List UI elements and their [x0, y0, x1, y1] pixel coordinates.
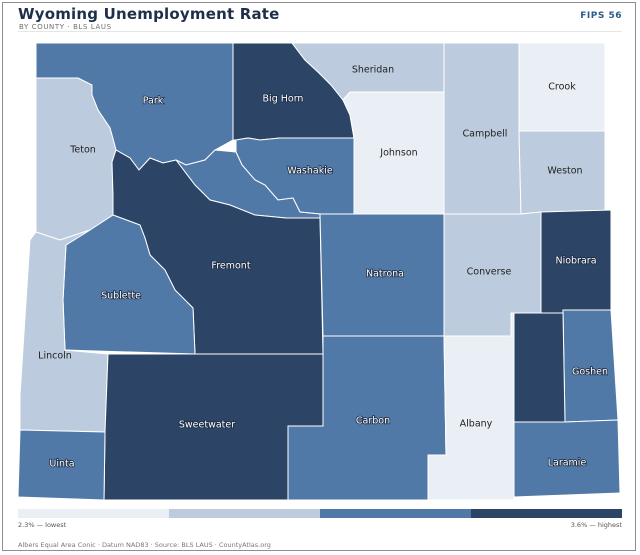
county-label-big-horn: Big Horn — [263, 94, 304, 105]
county-label-uinta: Uinta — [49, 459, 74, 470]
county-label-crook: Crook — [548, 82, 576, 93]
map-footer: Albers Equal Area Conic · Datum NAD83 · … — [18, 541, 271, 549]
county-label-campbell: Campbell — [463, 129, 508, 140]
color-legend — [18, 509, 622, 518]
fips-code: FIPS 56 — [580, 11, 622, 21]
county-label-goshen: Goshen — [572, 367, 608, 378]
county-label-weston: Weston — [547, 166, 582, 177]
county-label-fremont: Fremont — [211, 261, 250, 272]
county-label-niobrara: Niobrara — [555, 256, 596, 267]
county-label-carbon: Carbon — [356, 416, 390, 427]
county-label-natrona: Natrona — [366, 269, 404, 280]
header-divider — [18, 31, 622, 32]
county-label-lincoln: Lincoln — [38, 351, 72, 362]
county-label-converse: Converse — [467, 267, 512, 278]
legend-low-label: 2.3% — lowest — [18, 521, 67, 529]
legend-high-label: 3.6% — highest — [570, 521, 622, 529]
map-subtitle: BY COUNTY · BLS LAUS — [19, 23, 112, 31]
county-label-johnson: Johnson — [379, 148, 417, 159]
map-title: Wyoming Unemployment Rate — [18, 5, 280, 23]
county-label-laramie: Laramie — [548, 458, 587, 469]
county-label-sublette: Sublette — [101, 291, 141, 302]
county-lincoln[interactable] — [19, 229, 109, 433]
county-uinta[interactable] — [17, 429, 106, 501]
county-label-park: Park — [143, 96, 164, 107]
county-label-sweetwater: Sweetwater — [179, 420, 235, 431]
legend-swatch-4 — [471, 509, 622, 518]
county-platte[interactable] — [510, 312, 566, 423]
county-laramie[interactable] — [513, 419, 621, 498]
county-label-washakie: Washakie — [287, 166, 333, 177]
legend-swatch-3 — [320, 509, 471, 518]
county-label-albany: Albany — [460, 419, 493, 430]
county-label-teton: Teton — [69, 145, 96, 156]
legend-swatch-2 — [169, 509, 320, 518]
legend-swatch-1 — [18, 509, 169, 518]
county-label-sheridan: Sheridan — [352, 65, 394, 76]
